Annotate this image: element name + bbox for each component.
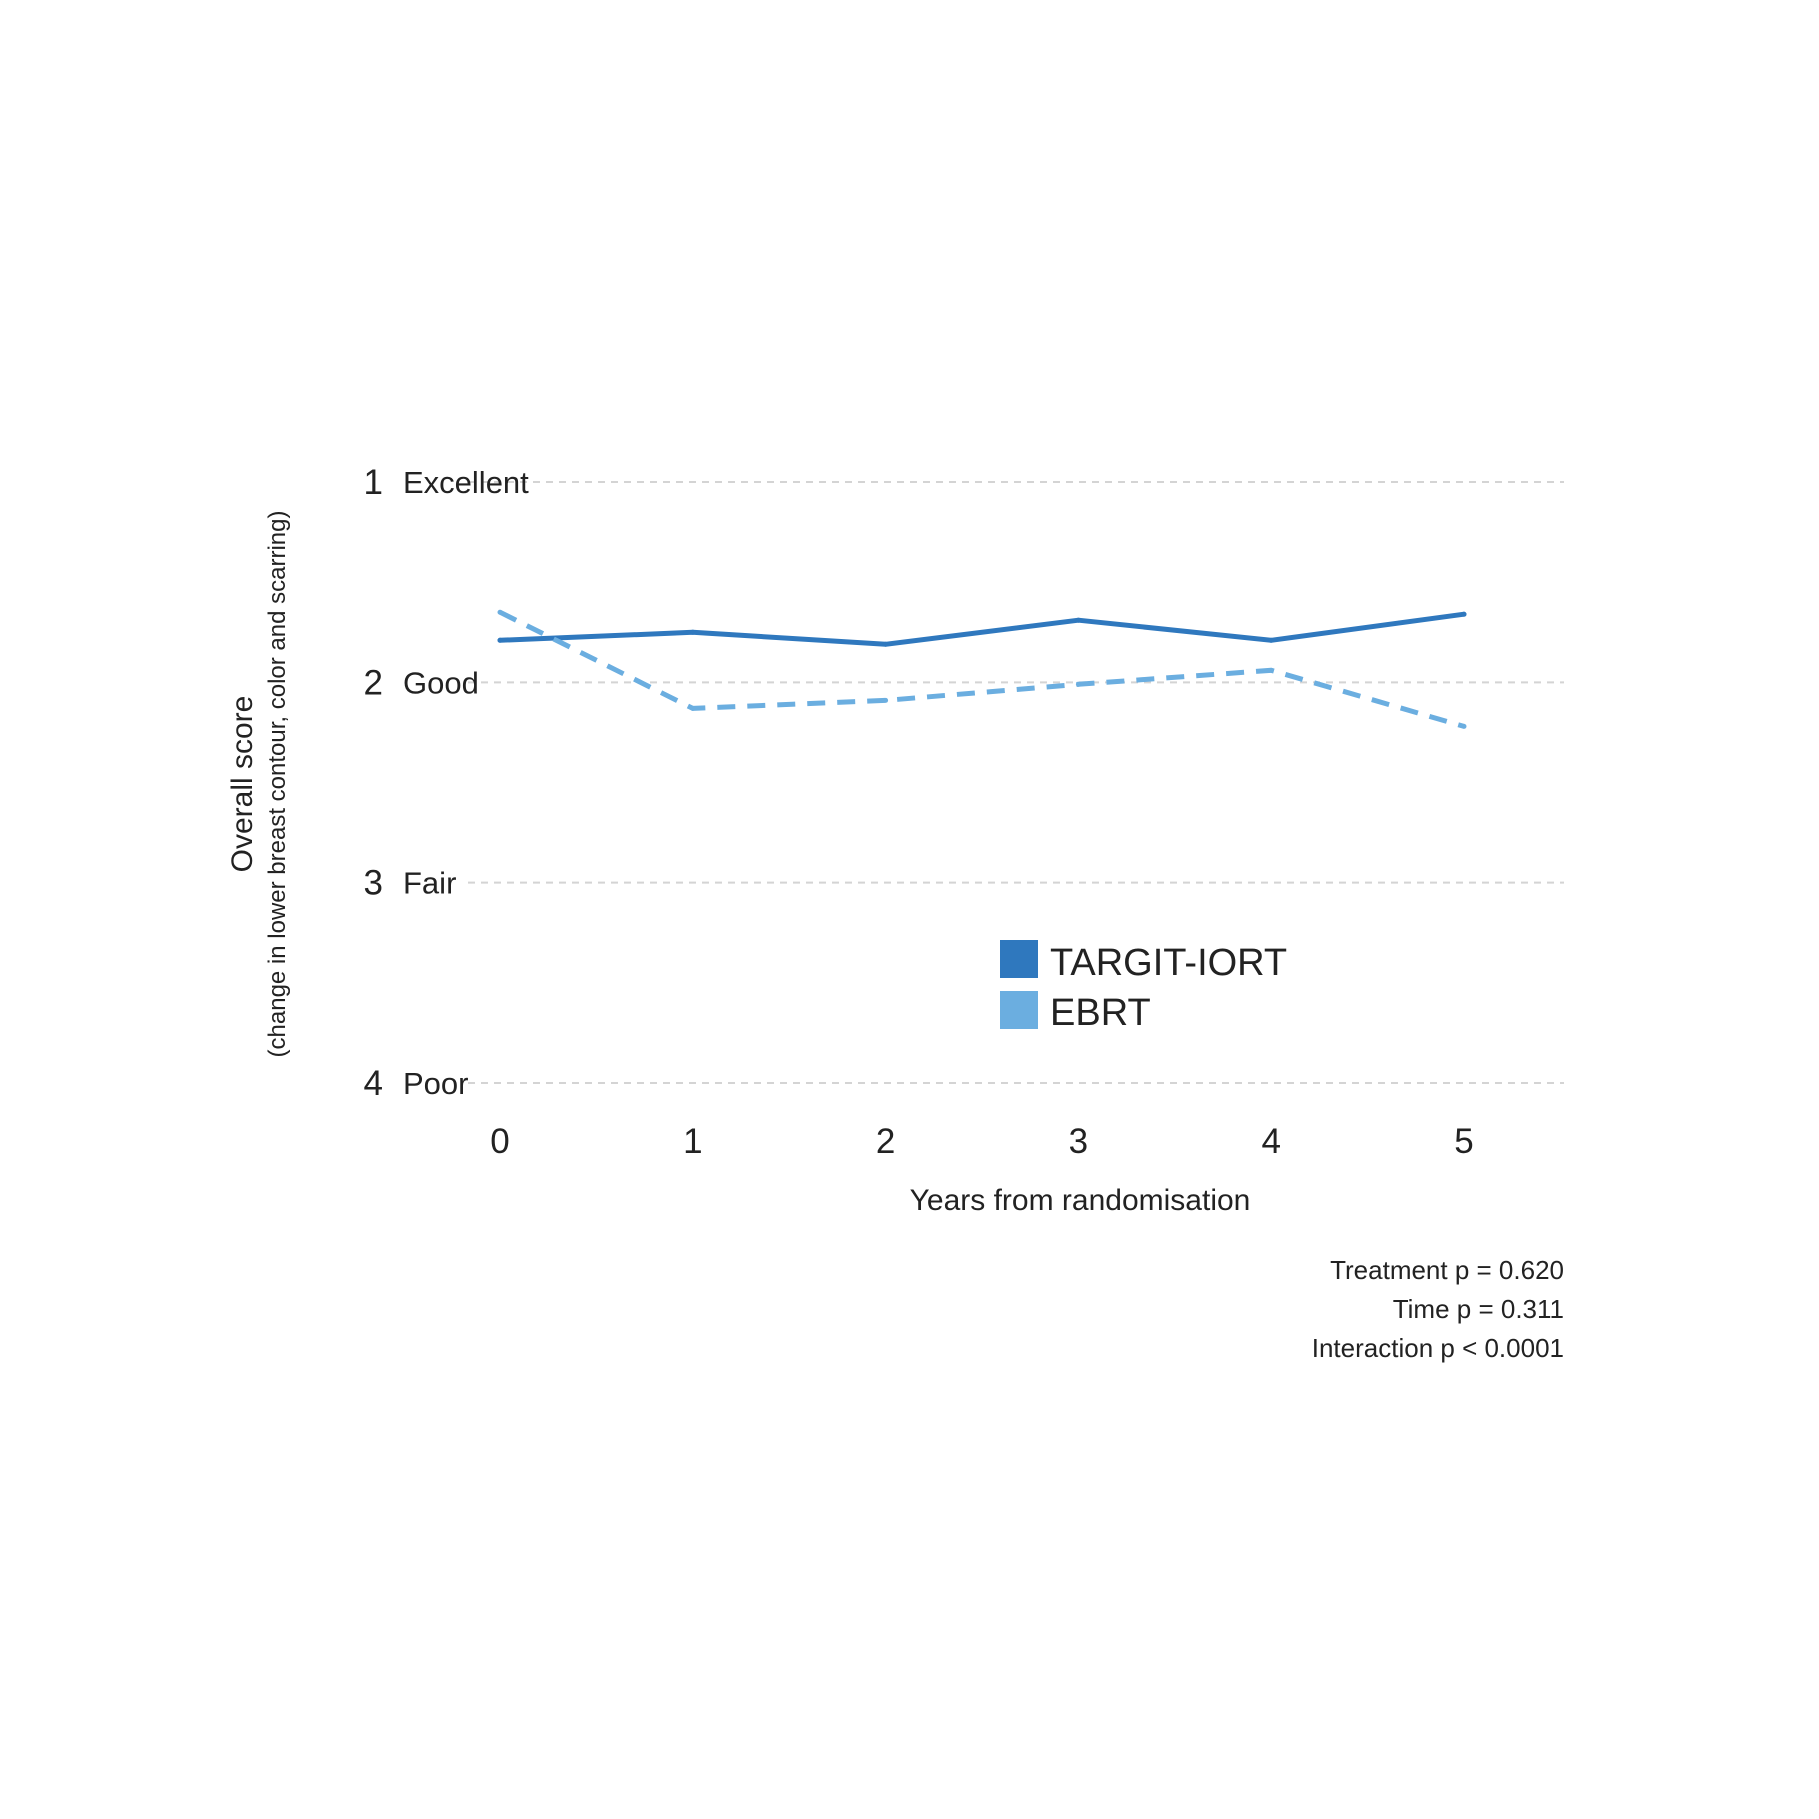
- y-tick-label-excellent: Excellent: [403, 465, 529, 500]
- y-axis-title: Overall score: [226, 696, 259, 873]
- x-tick-label-4: 4: [1261, 1122, 1280, 1161]
- data-point-targit-iort-5: [1461, 611, 1467, 617]
- y-tick-number-4: 4: [364, 1064, 383, 1103]
- legend-swatch-ebrt: [1000, 991, 1038, 1029]
- series-line-ebrt: [498, 609, 1465, 729]
- legend-label-targit-iort: TARGIT-IORT: [1050, 942, 1287, 984]
- legend-swatch-targit-iort: [1000, 940, 1038, 978]
- data-point-targit-iort-2: [883, 641, 889, 647]
- y-axis-subtitle: (change in lower breast contour, color a…: [264, 511, 291, 1058]
- data-point-ebrt-4: [1268, 667, 1274, 673]
- y-tick-number-3: 3: [364, 864, 383, 903]
- x-tick-label-0: 0: [490, 1122, 509, 1161]
- x-axis-ticks: 0 1 2 3 4 5: [490, 1122, 1473, 1161]
- data-point-targit-iort-0: [497, 637, 503, 643]
- y-axis-ticks: 1 Excellent 2 Good 3 Fair 4 Poor: [364, 463, 530, 1103]
- legend-label-ebrt: EBRT: [1050, 992, 1151, 1034]
- x-tick-label-1: 1: [683, 1122, 702, 1161]
- y-tick-number-2: 2: [364, 663, 383, 702]
- grid-layer: [468, 481, 1564, 1084]
- x-tick-label-5: 5: [1454, 1122, 1473, 1161]
- data-point-ebrt-5: [1461, 723, 1467, 729]
- x-tick-label-2: 2: [876, 1122, 895, 1161]
- data-point-ebrt-2: [883, 697, 889, 703]
- y-tick-label-poor: Poor: [403, 1066, 468, 1101]
- data-point-targit-iort-4: [1268, 637, 1274, 643]
- x-tick-label-3: 3: [1069, 1122, 1088, 1161]
- series-layer: [497, 609, 1467, 729]
- x-axis-title: Years from randomisation: [910, 1184, 1251, 1217]
- data-point-ebrt-3: [1075, 681, 1081, 687]
- time-p-value: Time p = 0.311: [1393, 1294, 1564, 1324]
- series-line-targit-iort: [497, 611, 1467, 647]
- statistics-annotations: Treatment p = 0.620 Time p = 0.311 Inter…: [1312, 1255, 1564, 1363]
- data-point-targit-iort-3: [1075, 617, 1081, 623]
- data-point-ebrt-1: [690, 705, 696, 711]
- y-tick-label-fair: Fair: [403, 866, 456, 901]
- legend: TARGIT-IORT EBRT: [1000, 940, 1287, 1034]
- y-tick-number-1: 1: [364, 463, 383, 502]
- interaction-p-value: Interaction p < 0.0001: [1312, 1333, 1564, 1363]
- treatment-p-value: Treatment p = 0.620: [1330, 1255, 1564, 1285]
- data-point-ebrt-0: [497, 609, 503, 615]
- data-point-targit-iort-1: [690, 629, 696, 635]
- y-tick-label-good: Good: [403, 665, 479, 700]
